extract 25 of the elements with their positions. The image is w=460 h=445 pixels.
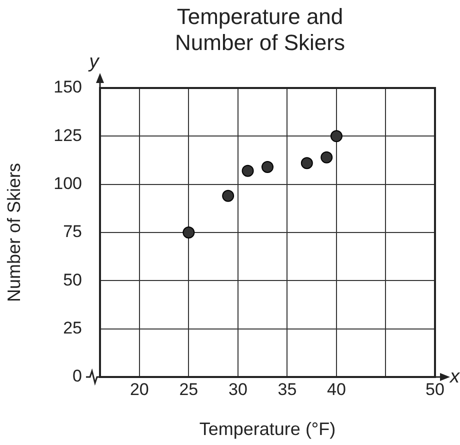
- text: x: [449, 366, 460, 388]
- x-tick-label: 35: [278, 380, 297, 399]
- x-tick-label: 50: [426, 380, 444, 399]
- y-tick-label: 75: [63, 222, 82, 242]
- point: [222, 190, 234, 202]
- point: [320, 151, 333, 164]
- y-tick-label: 100: [54, 174, 82, 194]
- y-tick-label: 125: [54, 126, 82, 145]
- point: [182, 226, 195, 238]
- point: [330, 130, 342, 142]
- y-tick-label: 25: [63, 318, 82, 338]
- x-tick-label: 30: [228, 380, 248, 399]
- y-tick-label: 50: [63, 270, 82, 290]
- text: y: [87, 51, 100, 72]
- x-tick-label: 40: [327, 380, 346, 399]
- y-tick-label: 150: [54, 78, 82, 97]
- point: [262, 160, 274, 173]
- x-tick-label: 20: [130, 380, 149, 399]
- x-axis-title: Temperature (°F): [199, 419, 336, 440]
- y-axis-title: Number of Skiers: [4, 162, 24, 302]
- chart-title: Temperature and Number of Skiers: [174, 4, 346, 56]
- x-tick-label: 25: [179, 380, 198, 399]
- point: [242, 164, 254, 177]
- y-tick-label: 0: [72, 366, 82, 386]
- point: [300, 157, 313, 170]
